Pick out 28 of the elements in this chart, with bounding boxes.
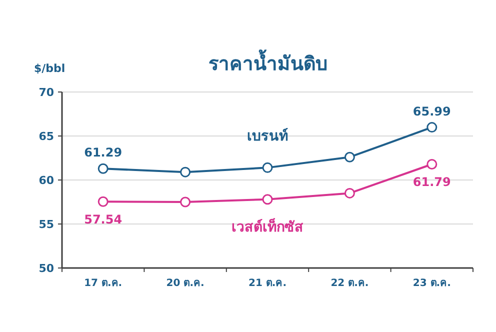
x-tick-label: 17 ต.ค. [84,278,122,289]
point [344,152,355,162]
point [98,163,108,174]
y-tick-label: 65 [38,130,54,143]
point [180,196,191,208]
y-tick-label: 70 [38,86,54,99]
data-label: 61.79 [412,175,451,190]
point [98,196,108,207]
x-tick-label: 22 ต.ค. [330,278,369,289]
data-label: 61.29 [84,146,122,160]
point [426,122,438,133]
point [262,194,273,205]
y-tick-label: 60 [38,174,54,187]
series-label: เวสต์เท็กซัส [232,217,304,236]
point [262,162,273,173]
point [426,159,438,170]
point [180,166,191,178]
data-label: 57.54 [84,212,122,227]
series-label: เบรนท์ [247,128,288,145]
point [344,188,355,198]
y-tick-label: 50 [38,262,54,275]
x-tick-label: 21 ต.ค. [248,278,286,289]
x-tick-label: 20 ต.ค. [166,278,204,289]
x-tick-label: 23 ต.ค. [412,278,451,289]
chart-title: ราคาน้ำมันดิบ [208,49,328,75]
y-axis-title: $/bbl [34,62,66,75]
y-tick-label: 55 [38,218,54,231]
data-label: 65.99 [412,104,451,118]
